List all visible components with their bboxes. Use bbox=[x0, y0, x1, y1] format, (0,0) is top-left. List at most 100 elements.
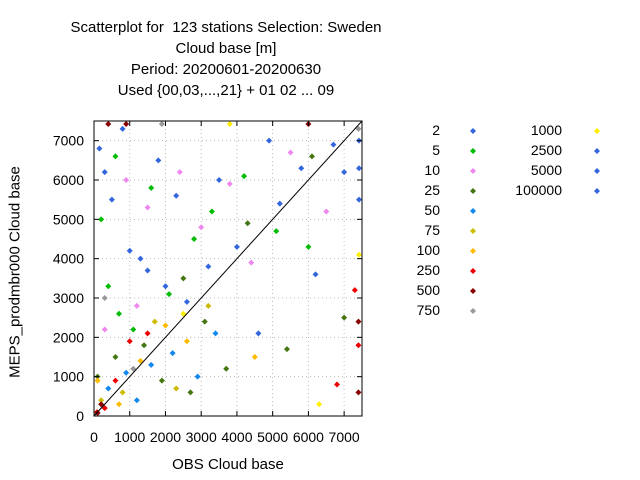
data-point-250-75 bbox=[126, 338, 133, 345]
data-point-2500-96 bbox=[341, 169, 348, 176]
data-point-10-37 bbox=[248, 259, 255, 266]
legend-marker-100000 bbox=[594, 188, 600, 194]
data-point-250-79 bbox=[333, 381, 340, 388]
y-axis-label: MEPS_prodmbr000 Cloud base bbox=[6, 166, 24, 378]
data-point-50-60 bbox=[133, 397, 140, 404]
legend-marker-500 bbox=[470, 288, 476, 294]
data-point-5-28 bbox=[273, 228, 280, 235]
data-point-2-14 bbox=[330, 141, 337, 148]
data-point-1000-93 bbox=[180, 310, 187, 317]
legend-label-50: 50 bbox=[424, 202, 440, 218]
data-point-25-46 bbox=[201, 318, 208, 325]
data-point-500-83 bbox=[123, 121, 130, 127]
data-point-750-90 bbox=[355, 125, 362, 132]
data-point-500-84 bbox=[355, 389, 362, 396]
data-point-2-16 bbox=[173, 192, 180, 199]
legend-marker-250 bbox=[470, 268, 476, 274]
x-tick-label-4: 4000 bbox=[221, 429, 252, 445]
data-point-5-22 bbox=[116, 310, 123, 317]
chart-title-line-2: Cloud base [m] bbox=[175, 40, 277, 57]
data-point-50-59 bbox=[212, 330, 219, 337]
data-point-25-48 bbox=[244, 220, 251, 227]
data-point-5-25 bbox=[191, 236, 198, 242]
data-point-75-65 bbox=[205, 302, 212, 309]
data-point-500-81 bbox=[98, 401, 105, 408]
data-point-2-12 bbox=[298, 165, 305, 172]
diagonal-line bbox=[93, 120, 363, 417]
x-tick-label-2: 2000 bbox=[150, 429, 181, 445]
data-point-1000-94 bbox=[226, 121, 233, 127]
data-point-2-3 bbox=[126, 247, 133, 254]
y-tick-label-7: 7000 bbox=[53, 133, 84, 149]
legend-label-25: 25 bbox=[424, 182, 440, 198]
data-point-50-56 bbox=[148, 361, 155, 368]
data-point-2-8 bbox=[205, 263, 212, 270]
legend-label-500: 500 bbox=[416, 282, 440, 298]
legend-marker-75 bbox=[470, 228, 476, 234]
data-point-2-10 bbox=[255, 330, 262, 337]
data-point-2-11 bbox=[276, 200, 283, 207]
data-point-750-88 bbox=[101, 295, 108, 301]
data-point-2-13 bbox=[312, 271, 319, 278]
data-point-1000-92 bbox=[316, 401, 323, 408]
legend-label-5000: 5000 bbox=[530, 162, 562, 178]
legend-label-75: 75 bbox=[424, 222, 440, 238]
data-point-2-17 bbox=[119, 125, 126, 132]
data-point-2-1 bbox=[101, 169, 108, 176]
plot-frame bbox=[93, 120, 363, 417]
data-point-100-70 bbox=[183, 338, 190, 345]
data-point-2-4 bbox=[137, 255, 144, 262]
data-point-2500-95 bbox=[356, 196, 362, 203]
data-point-2-18 bbox=[155, 157, 162, 164]
data-point-75-63 bbox=[151, 318, 158, 325]
data-point-250-78 bbox=[351, 287, 358, 294]
data-point-500-85 bbox=[355, 318, 362, 325]
legend-label-1000: 1000 bbox=[530, 122, 562, 138]
x-tick-label-0: 0 bbox=[90, 429, 98, 445]
data-point-2-9 bbox=[233, 243, 240, 250]
data-point-2-6 bbox=[162, 283, 169, 290]
data-point-2-5 bbox=[144, 267, 151, 274]
data-point-250-77 bbox=[355, 342, 362, 349]
data-point-10-40 bbox=[101, 326, 108, 333]
data-point-25-45 bbox=[180, 275, 187, 282]
data-point-500-80 bbox=[94, 410, 101, 416]
data-point-5-24 bbox=[166, 291, 173, 298]
data-point-10-38 bbox=[287, 149, 294, 156]
data-point-25-52 bbox=[158, 377, 165, 384]
x-axis-label: OBS Cloud base bbox=[172, 456, 284, 473]
x-tick-label-3: 3000 bbox=[186, 429, 217, 445]
data-point-100-71 bbox=[251, 354, 258, 360]
data-point-5-29 bbox=[305, 243, 312, 250]
y-tick-label-2: 2000 bbox=[53, 329, 84, 345]
data-point-100-68 bbox=[137, 357, 144, 364]
data-point-10-35 bbox=[198, 224, 205, 231]
data-point-10-36 bbox=[226, 180, 233, 187]
data-point-100-67 bbox=[116, 401, 123, 408]
legend-label-100: 100 bbox=[416, 242, 440, 258]
data-point-2-15 bbox=[216, 177, 223, 183]
legend-marker-5000 bbox=[594, 168, 600, 174]
legend-marker-50 bbox=[470, 208, 476, 214]
legend-marker-5 bbox=[470, 148, 476, 154]
legend-label-100000: 100000 bbox=[515, 182, 562, 198]
data-point-75-64 bbox=[173, 385, 180, 392]
legend-label-750: 750 bbox=[416, 302, 440, 318]
legend-marker-100 bbox=[470, 248, 476, 254]
legend-label-2500: 2500 bbox=[530, 142, 562, 158]
data-point-2-2 bbox=[108, 196, 115, 203]
data-point-1000-91 bbox=[356, 251, 362, 258]
x-tick-label-7: 7000 bbox=[329, 429, 360, 445]
y-tick-label-5: 5000 bbox=[53, 211, 84, 227]
y-tick-label-3: 3000 bbox=[53, 290, 84, 306]
data-point-10-39 bbox=[323, 208, 330, 215]
y-tick-label-1: 1000 bbox=[53, 369, 84, 385]
data-point-10-41 bbox=[133, 302, 140, 309]
data-point-10-32 bbox=[123, 177, 130, 183]
data-point-50-58 bbox=[194, 373, 201, 380]
legend-marker-10 bbox=[470, 168, 476, 174]
legend-label-250: 250 bbox=[416, 262, 440, 278]
data-point-750-87 bbox=[158, 121, 165, 127]
x-tick-label-1: 1000 bbox=[114, 429, 145, 445]
